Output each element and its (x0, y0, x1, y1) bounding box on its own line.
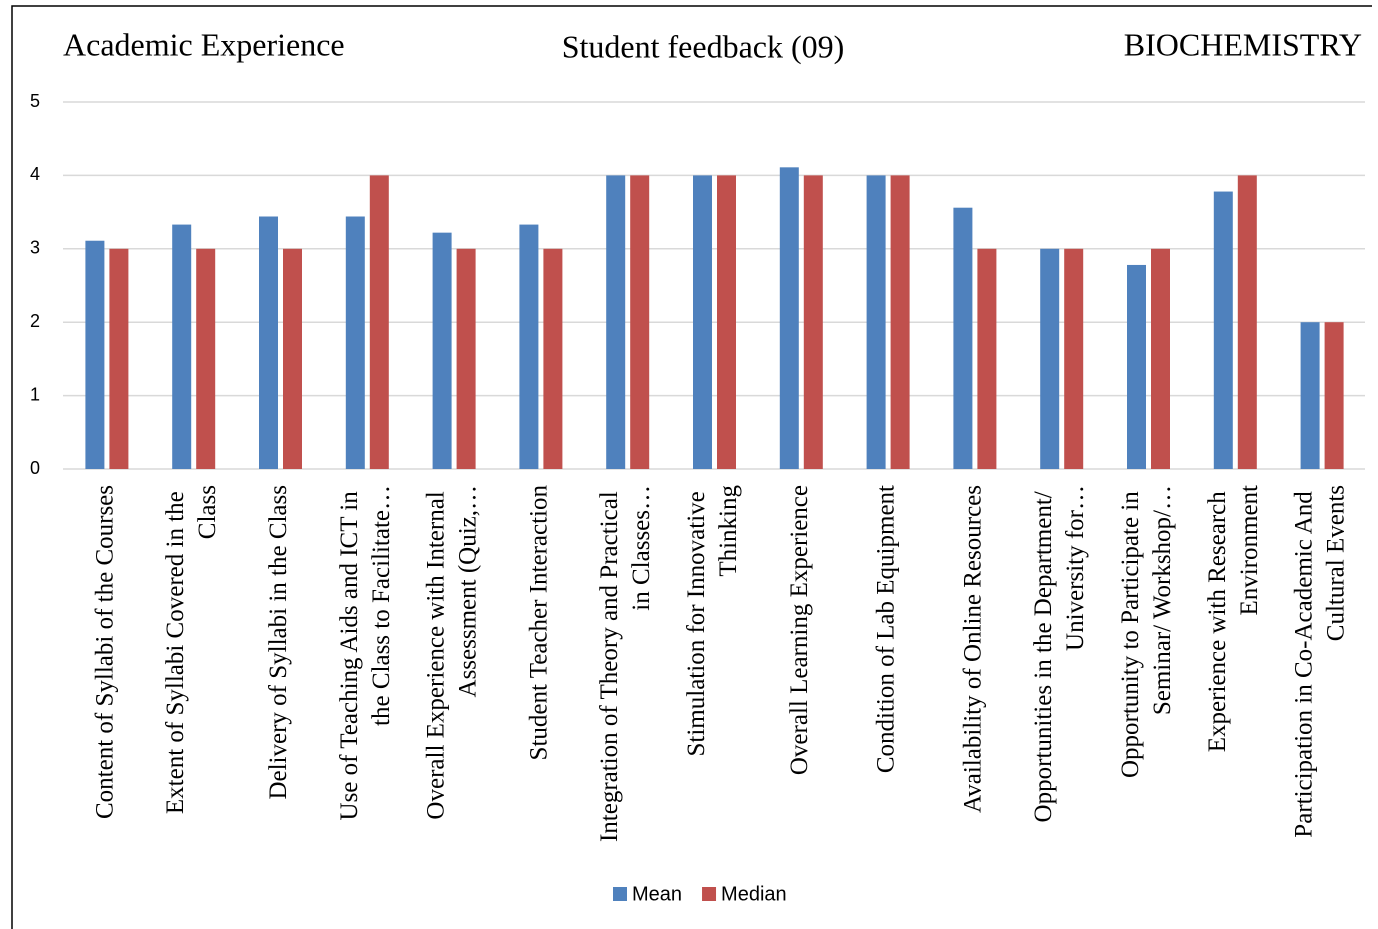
bar (196, 248, 216, 469)
y-tick-label: 4 (30, 164, 40, 184)
bar (432, 232, 452, 469)
x-tick-label: Content of Syllabi of the Courses (91, 485, 118, 819)
bar (779, 167, 799, 470)
bar (1040, 248, 1060, 469)
legend-swatch (702, 887, 717, 901)
y-tick-label: 0 (30, 458, 40, 478)
bar (803, 175, 823, 469)
bar (369, 175, 389, 469)
legend-label: Mean (632, 883, 682, 905)
bar (1324, 322, 1344, 469)
x-tick-label: Participation in Co-Academic And Cultura… (1290, 485, 1349, 838)
x-tick-label: Stimulation for Innovative Thinking (683, 485, 742, 757)
bar (1300, 322, 1320, 469)
bar (172, 224, 192, 469)
frame (11, 5, 1372, 929)
bar (717, 175, 736, 469)
x-tick-label: Opportunity to Participate in Seminar/ W… (1117, 485, 1176, 778)
bar (109, 248, 129, 469)
bar (606, 175, 626, 469)
x-tick-label: Overall Learning Experience (786, 485, 813, 775)
bar (1151, 248, 1170, 469)
bar (519, 224, 539, 469)
bar (977, 248, 997, 469)
y-tick-label: 2 (30, 311, 40, 331)
x-tick-label: Condition of Lab Equipment (872, 485, 899, 773)
bar (630, 175, 650, 469)
bar (85, 240, 105, 469)
x-tick-label: Delivery of Syllabi in the Class (265, 485, 292, 800)
bar (1237, 175, 1257, 469)
y-tick-label: 1 (30, 384, 40, 404)
y-tick-label: 3 (30, 238, 40, 258)
bar (1213, 191, 1233, 469)
x-tick-label: Overall Experience with Internal Assessm… (422, 485, 481, 820)
x-tick-label: Integration of Theory and Practical in C… (596, 485, 655, 842)
bar (456, 248, 476, 469)
x-tick-label: Opportunities in the Department/ Univers… (1030, 485, 1089, 822)
bar (1127, 264, 1146, 469)
bar (693, 175, 712, 469)
x-tick-label: Use of Teaching Aids and ICT in the Clas… (336, 485, 395, 820)
left-title: Academic Experience (63, 26, 345, 62)
x-tick-label: Experience with Research Environment (1204, 485, 1263, 752)
chart-title: Student feedback (09) (562, 28, 845, 64)
right-title: BIOCHEMISTRY (1124, 26, 1362, 62)
bar (866, 175, 886, 469)
legend-label: Median (721, 883, 787, 905)
y-tick-label: 5 (30, 91, 40, 111)
x-tick-label: Student Teacher Interaction (525, 485, 552, 761)
x-tick-label: Extent of Syllabi Covered in the Class (162, 485, 221, 814)
legend-swatch (613, 887, 627, 901)
bar (345, 216, 365, 469)
bar (1064, 248, 1084, 469)
bar (543, 248, 563, 469)
bar (283, 248, 302, 469)
bar (890, 175, 910, 469)
x-tick-label: Availability of Online Resources (959, 485, 986, 813)
bar (259, 216, 278, 469)
bar (953, 207, 973, 470)
